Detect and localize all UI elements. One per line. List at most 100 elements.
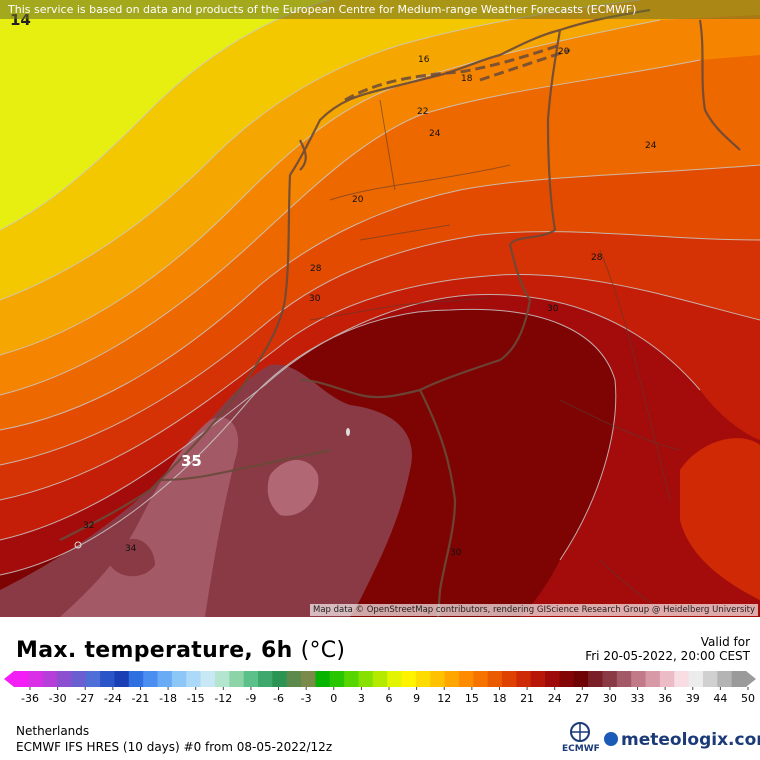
scale-tick-label: 0 — [330, 692, 337, 705]
scale-swatch — [14, 671, 29, 687]
color-scale-svg: -36 -30 -27 -24 -21 -18 -15 -12 -9 -6 -3 0 3 6 9 12 15 18… — [4, 671, 756, 705]
coastline-and-borders — [59, 8, 741, 617]
province-borders — [309, 99, 681, 611]
scale-tick-label: 27 — [575, 692, 589, 705]
scale-swatch — [143, 671, 159, 687]
scale-tick-label: 30 — [603, 692, 617, 705]
scale-swatch — [344, 671, 360, 687]
contour-label-30: 30 — [309, 294, 321, 304]
contour-label-24: 24 — [429, 129, 441, 139]
band-35-patch-east — [267, 460, 319, 516]
scale-tick-label: -30 — [49, 692, 67, 705]
scale-tick-label: -3 — [301, 692, 312, 705]
chart-title: Max. temperature, 6h (°C) — [16, 638, 345, 663]
scale-swatch — [588, 671, 604, 687]
scale-tick-label: -6 — [273, 692, 284, 705]
scale-tick-label: 21 — [520, 692, 534, 705]
scale-tick-label: 33 — [631, 692, 645, 705]
contour-label-20: 20 — [558, 47, 570, 57]
scale-swatch — [372, 671, 388, 687]
scale-swatch — [329, 671, 345, 687]
scale-swatch — [487, 671, 503, 687]
scale-swatch — [444, 671, 460, 687]
scale-swatch — [272, 671, 288, 687]
max-point-marker — [346, 428, 350, 436]
scale-tick-label: 50 — [741, 692, 755, 705]
scale-swatch — [358, 671, 374, 687]
scale-swatch — [214, 671, 230, 687]
scale-tick-label: -15 — [187, 692, 205, 705]
scale-swatch — [717, 671, 733, 687]
ecmwf-logo[interactable] — [560, 719, 600, 755]
scale-arrow-left — [4, 671, 14, 687]
scale-tick-label: -27 — [76, 692, 94, 705]
region-name: Netherlands — [16, 724, 90, 738]
contour-label-30: 30 — [547, 304, 559, 314]
scale-swatch — [128, 671, 144, 687]
isotherm-lines — [0, 0, 760, 576]
scale-swatch — [71, 671, 87, 687]
scale-swatch — [387, 671, 403, 687]
scale-swatch — [458, 671, 474, 687]
scale-swatch — [243, 671, 259, 687]
meteologix-brand: meteologix.com — [621, 730, 760, 750]
scale-swatch — [473, 671, 489, 687]
scale-swatch — [502, 671, 517, 687]
forecast-map[interactable]: 14 16 18 20 20 22 24 24 28 28 30 30 30 3… — [0, 0, 760, 617]
scale-swatch — [645, 671, 661, 687]
scale-tick-label: -9 — [245, 692, 256, 705]
scale-swatch — [200, 671, 216, 687]
scale-swatch — [258, 671, 273, 687]
scale-swatch — [171, 671, 187, 687]
valid-label: Valid for — [700, 635, 750, 649]
scale-swatch — [85, 671, 101, 687]
scale-tick-label: 12 — [437, 692, 451, 705]
scale-tick-label: -12 — [214, 692, 232, 705]
contour-label-16: 16 — [418, 55, 430, 65]
ecmwf-logo-text: ECMWF — [562, 744, 600, 754]
contour-label-24: 24 — [645, 141, 657, 151]
scale-swatch — [315, 671, 331, 687]
scale-swatch — [616, 671, 632, 687]
scale-tick-label: 15 — [465, 692, 479, 705]
contour-label-22: 22 — [417, 107, 428, 117]
scale-swatch — [602, 671, 618, 687]
scale-swatch — [57, 671, 73, 687]
scale-swatch — [286, 671, 302, 687]
contour-label-18: 18 — [461, 74, 473, 84]
map-credit[interactable]: Map data © OpenStreetMap contributors, r… — [310, 604, 758, 616]
contour-label-28: 28 — [591, 253, 603, 263]
meteologix-logo[interactable]: meteologix.com — [604, 730, 760, 750]
scale-tick-label: 9 — [413, 692, 420, 705]
contour-label-30: 30 — [450, 548, 462, 558]
meteologix-drop-icon — [604, 732, 618, 746]
scale-swatch — [631, 671, 647, 687]
scale-swatch — [301, 671, 317, 687]
scale-swatch — [659, 671, 675, 687]
model-run: ECMWF IFS HRES (10 days) #0 from 08-05-2… — [16, 740, 333, 754]
scale-swatch — [702, 671, 718, 687]
scale-swatch — [731, 671, 747, 687]
scale-tick-label: -18 — [159, 692, 177, 705]
band-28-east-patch — [680, 438, 760, 600]
scale-swatch — [100, 671, 116, 687]
valid-time: Fri 20-05-2022, 20:00 CEST — [585, 649, 750, 663]
contour-label-28: 28 — [310, 264, 322, 274]
scale-swatch — [559, 671, 575, 687]
scale-swatch — [545, 671, 561, 687]
scale-tick-label: 44 — [713, 692, 727, 705]
contour-label-20: 20 — [352, 195, 364, 205]
band-34-small-patch — [110, 538, 155, 577]
scale-tick-label: 6 — [386, 692, 393, 705]
scale-tick-label: 3 — [358, 692, 365, 705]
scale-swatch — [114, 671, 130, 687]
scale-tick-label: 24 — [548, 692, 562, 705]
scale-tick-label: -36 — [21, 692, 39, 705]
wadden-islands — [344, 43, 571, 102]
scale-tick-label: 39 — [686, 692, 700, 705]
scale-swatch — [401, 671, 417, 687]
contour-label-32: 32 — [83, 521, 94, 531]
band-35 — [60, 417, 239, 617]
scale-swatch — [229, 671, 245, 687]
scale-swatch — [415, 671, 431, 687]
